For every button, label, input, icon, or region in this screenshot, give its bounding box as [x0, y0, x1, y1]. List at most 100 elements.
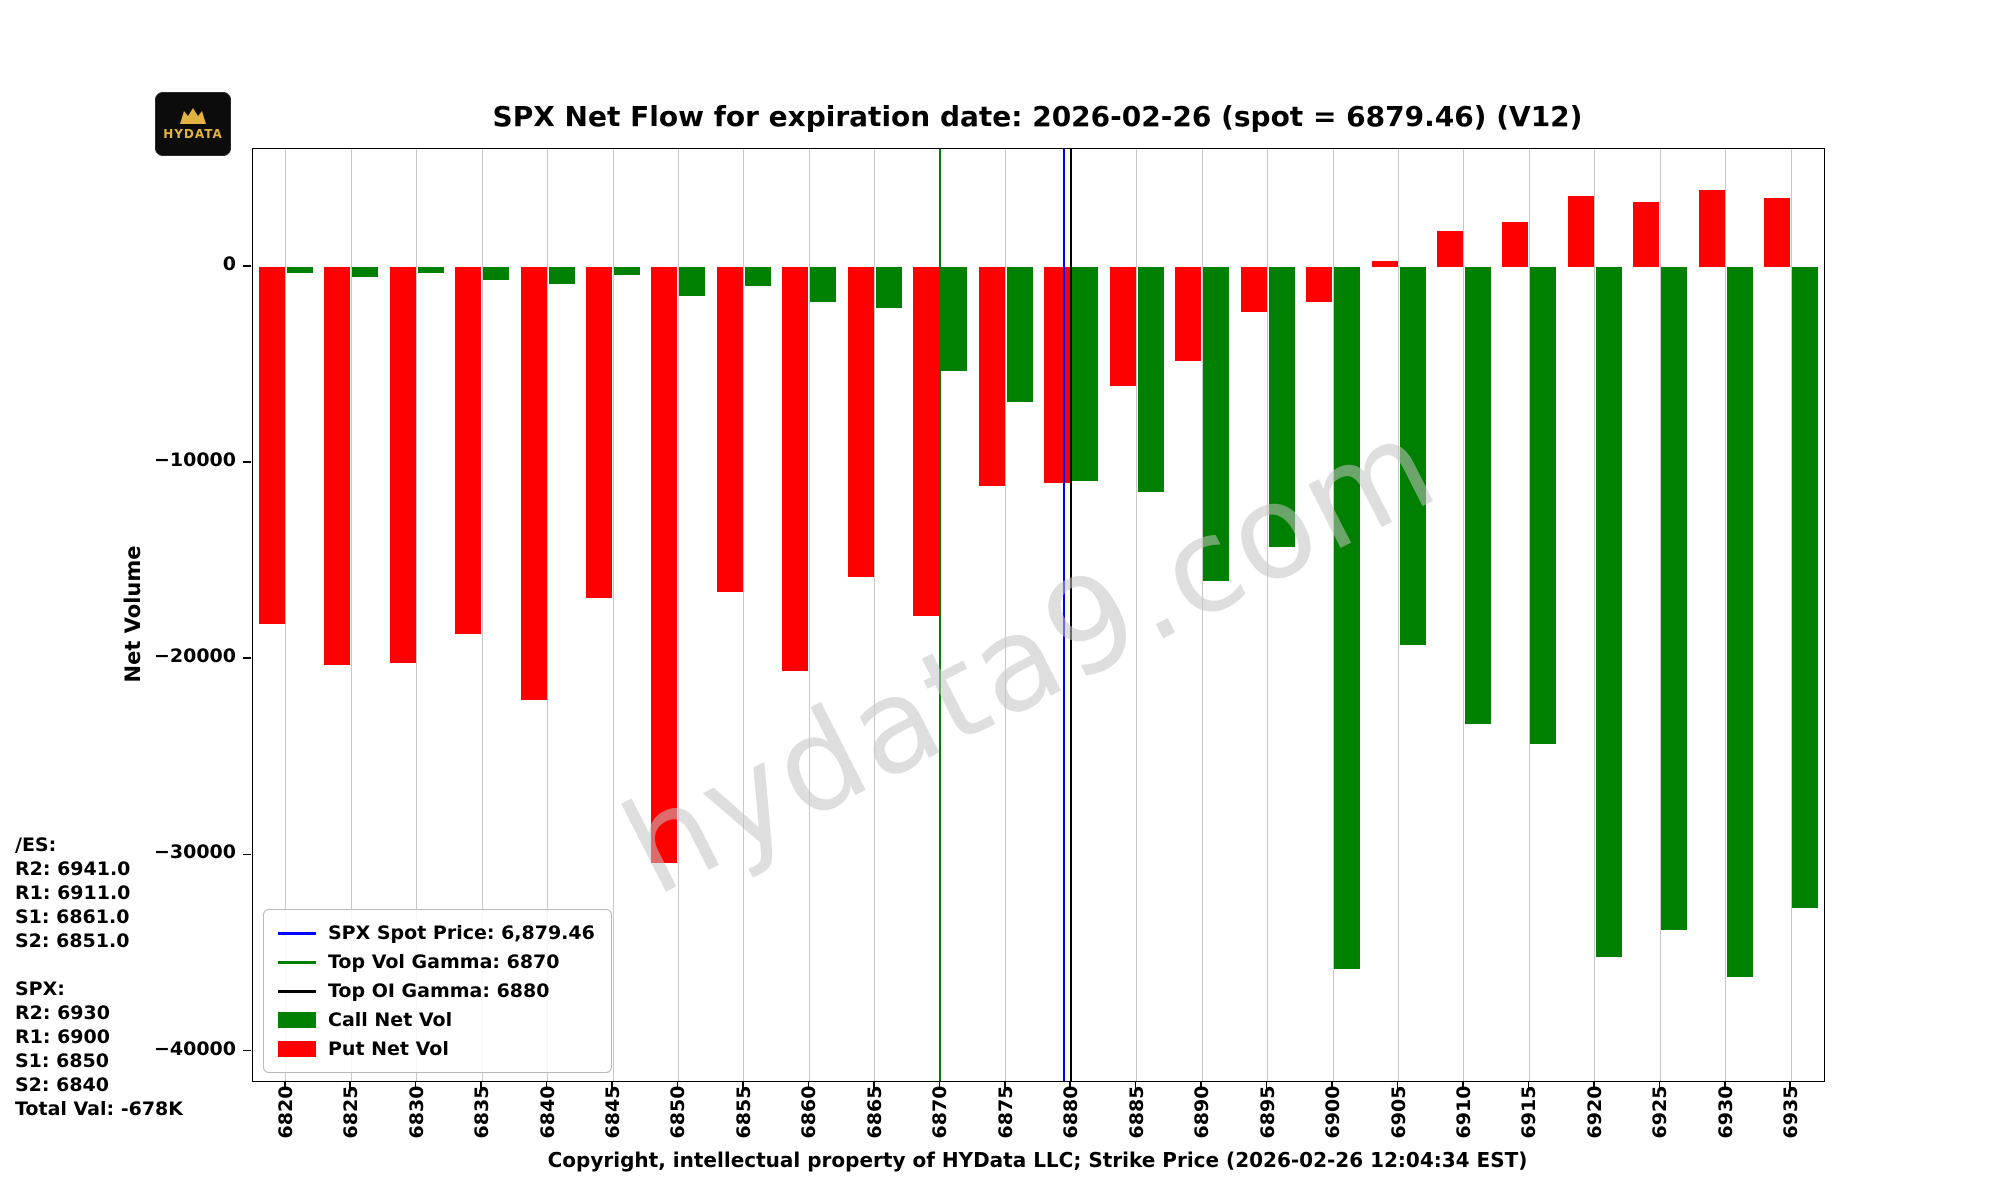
x-tick-label-6930: 6930: [1714, 1085, 1737, 1139]
put-bar-6925: [1633, 201, 1660, 267]
call-bar-6860: [810, 266, 837, 303]
call-bar-6855: [744, 266, 771, 287]
x-tick-label-6875: 6875: [994, 1085, 1017, 1139]
x-tick-mark: [545, 1081, 548, 1090]
put-bar-6860: [782, 266, 809, 671]
call-bar-6825: [352, 266, 379, 277]
level-line: S2: 6851.0: [15, 930, 130, 952]
gridline: [547, 149, 549, 1081]
gridline: [416, 149, 418, 1081]
x-tick-label-6925: 6925: [1649, 1085, 1672, 1139]
put-bar-6855: [716, 266, 743, 593]
gridline: [612, 149, 614, 1081]
put-bar-6870: [913, 266, 940, 616]
hydata-logo: HYDATA: [155, 92, 231, 156]
put-net-vol-patch-swatch: [278, 1041, 316, 1057]
call-bar-6865: [875, 266, 902, 308]
y-tick-label: −20000: [153, 645, 236, 668]
legend-item-call-net-vol: Call Net Vol: [278, 1009, 595, 1031]
x-tick-mark: [1724, 1081, 1726, 1090]
put-bar-6885: [1109, 266, 1136, 387]
gridline: [1332, 149, 1334, 1081]
x-tick-label-6825: 6825: [340, 1085, 363, 1139]
gridline: [1201, 149, 1203, 1081]
gridline: [1005, 149, 1007, 1081]
put-bar-6830: [389, 266, 416, 664]
call-bar-6820: [286, 266, 313, 273]
put-bar-6850: [651, 266, 678, 864]
put-bar-6890: [1175, 266, 1202, 361]
logo-text: HYDATA: [163, 127, 223, 141]
gridline: [1594, 149, 1596, 1081]
x-tick-label-6860: 6860: [798, 1085, 821, 1139]
legend-item-top-oi-gamma: Top OI Gamma: 6880: [278, 980, 595, 1002]
x-tick-mark: [611, 1081, 613, 1090]
call-net-vol-patch-swatch: [278, 1012, 316, 1028]
gridline: [1725, 149, 1727, 1081]
put-bar-6910: [1436, 231, 1463, 267]
level-line: Total Val: -678K: [15, 1098, 184, 1120]
x-tick-label-6920: 6920: [1583, 1085, 1606, 1139]
call-bar-6925: [1661, 266, 1688, 930]
x-tick-mark: [1265, 1081, 1268, 1090]
call-bar-6840: [548, 266, 575, 285]
put-bar-6880: [1044, 266, 1071, 483]
level-line: R2: 6941.0: [15, 858, 131, 880]
plot-area: hydata9.com SPX Spot Price: 6,879.46 Top…: [252, 148, 1825, 1082]
x-tick-label-6905: 6905: [1387, 1085, 1410, 1139]
put-bar-6935: [1764, 198, 1791, 267]
level-line: /ES:: [15, 834, 57, 856]
top-vol-gamma-line-swatch: [278, 960, 316, 964]
put-bar-6895: [1240, 266, 1267, 312]
x-tick-label-6865: 6865: [863, 1085, 886, 1139]
put-bar-6930: [1698, 190, 1725, 267]
level-line: R2: 6930: [15, 1002, 110, 1024]
gridline: [1463, 149, 1465, 1081]
gridline: [1790, 149, 1792, 1081]
x-tick-label-6885: 6885: [1125, 1085, 1148, 1139]
y-tick-mark: [243, 853, 251, 856]
x-tick-mark: [938, 1081, 941, 1090]
call-bar-6885: [1137, 266, 1164, 493]
put-bar-6845: [586, 266, 613, 599]
y-axis-label: Net Volume: [121, 545, 145, 683]
legend: SPX Spot Price: 6,879.46 Top Vol Gamma: …: [263, 909, 612, 1073]
level-line: R1: 6900: [15, 1026, 110, 1048]
legend-item-spot-price: SPX Spot Price: 6,879.46: [278, 922, 595, 944]
level-line: SPX:: [15, 978, 65, 1000]
spot-price-line-swatch: [278, 931, 316, 935]
x-tick-label-6900: 6900: [1322, 1085, 1345, 1139]
y-tick-label: −40000: [153, 1037, 236, 1060]
level-line: S1: 6861.0: [15, 906, 130, 928]
y-tick-mark: [243, 1049, 251, 1052]
x-tick-label-6935: 6935: [1780, 1085, 1803, 1139]
y-tick-label: 0: [222, 252, 236, 275]
x-tick-label-6890: 6890: [1191, 1085, 1214, 1139]
put-bar-6825: [324, 266, 351, 666]
x-tick-label-6820: 6820: [274, 1085, 297, 1139]
call-bar-6845: [614, 266, 641, 275]
call-bar-6880: [1072, 266, 1099, 481]
gridline: [481, 149, 483, 1081]
call-bar-6890: [1203, 266, 1230, 581]
y-tick-mark: [243, 264, 251, 267]
gridline: [285, 149, 287, 1081]
top-oi-gamma-line: [1070, 149, 1073, 1081]
x-axis-label: Copyright, intellectual property of HYDa…: [547, 1148, 1528, 1172]
x-tick-mark: [676, 1081, 679, 1090]
y-tick-label: −30000: [153, 841, 236, 864]
call-bar-6835: [483, 266, 510, 281]
call-bar-6850: [679, 266, 706, 297]
wolf-icon: [180, 108, 206, 124]
gridline: [743, 149, 745, 1081]
legend-label-top-vol-gamma: Top Vol Gamma: 6870: [328, 951, 560, 973]
gridline: [1267, 149, 1269, 1081]
call-bar-6870: [941, 266, 968, 371]
call-bar-6920: [1595, 266, 1622, 958]
x-tick-mark: [1200, 1081, 1202, 1090]
top-oi-gamma-line-swatch: [278, 989, 316, 993]
call-bar-6905: [1399, 266, 1426, 646]
x-tick-mark: [1789, 1081, 1792, 1090]
put-bar-6900: [1306, 266, 1333, 303]
